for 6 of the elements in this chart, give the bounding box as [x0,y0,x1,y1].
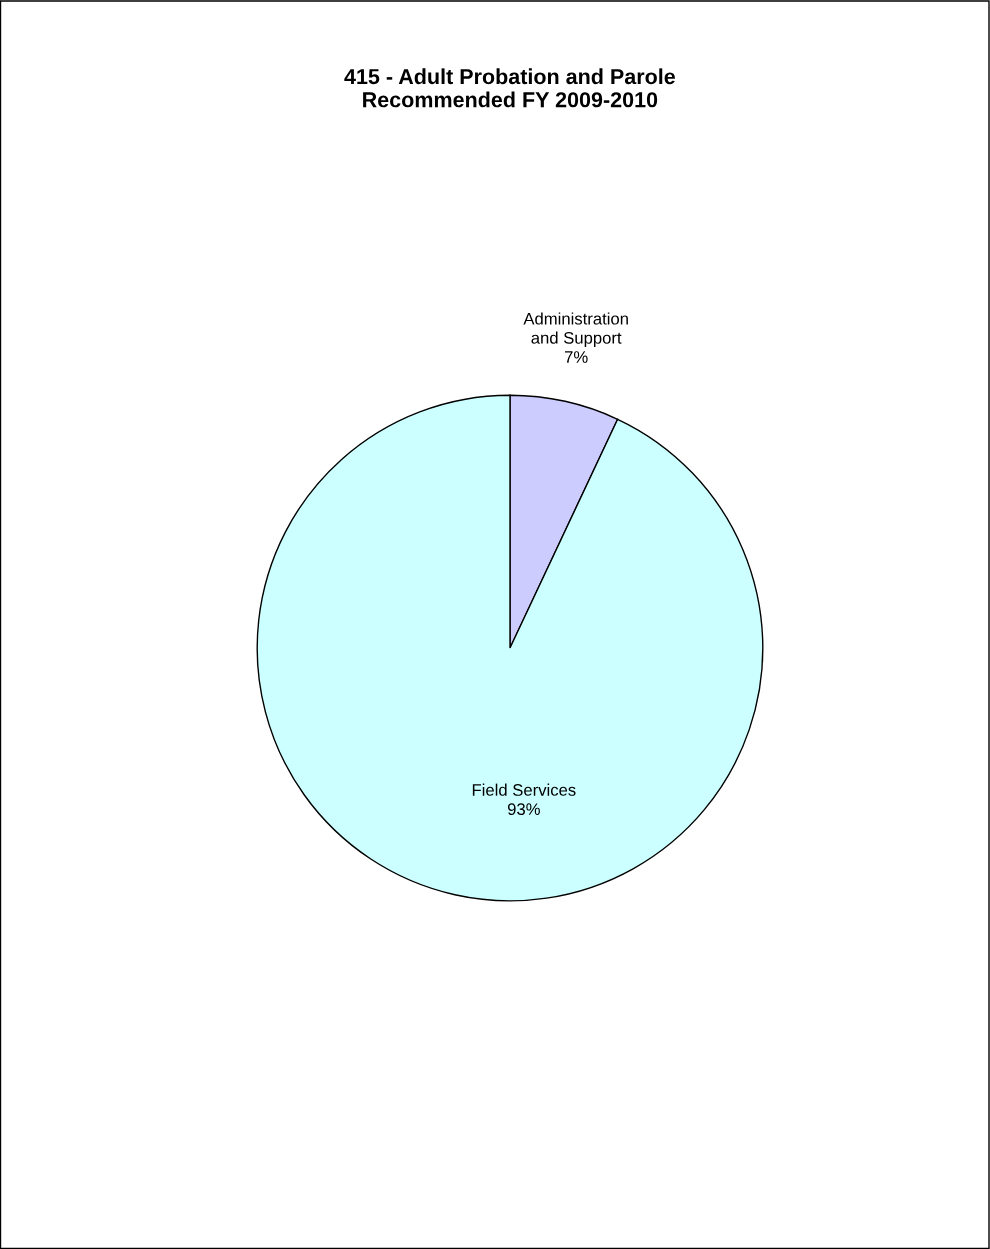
slice-label: Administration and Support [523,312,628,348]
chart-title: 415 - Adult Probation and Parole Recommended FY 2009-2010 [344,68,675,108]
data-label: 7% [564,351,588,363]
pie-slice [256,394,764,902]
data-label: 93% [507,803,540,816]
slice-label: Field Services [472,783,576,796]
